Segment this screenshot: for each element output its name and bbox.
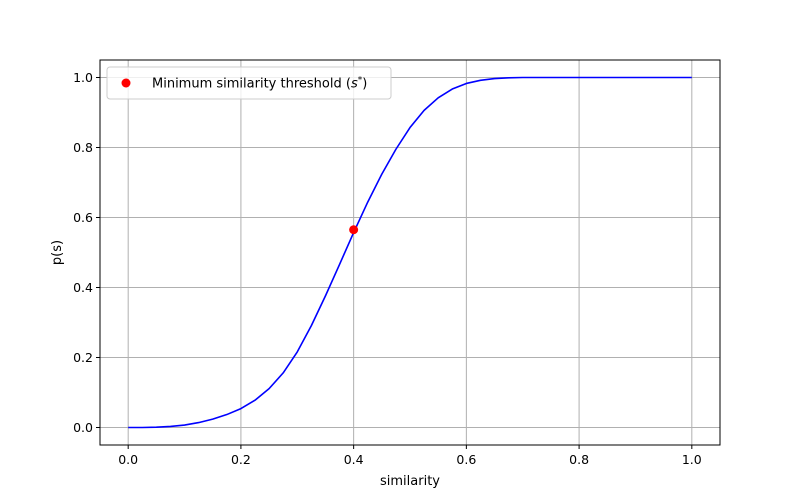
y-tick-label: 0.4 <box>73 280 93 295</box>
y-tick-label: 0.6 <box>73 210 93 225</box>
sigmoid-curve <box>128 76 692 429</box>
x-tick-label: 0.0 <box>118 452 138 467</box>
legend-box <box>106 66 392 100</box>
legend-label-superscript: * <box>358 76 363 86</box>
y-tick-label: 0.8 <box>73 140 93 155</box>
axes-frame <box>99 59 721 446</box>
x-tick-label: 1.0 <box>682 452 702 467</box>
x-tick-label: 0.2 <box>231 452 251 467</box>
legend-label-variable: s <box>351 77 358 92</box>
legend: Minimum similarity threshold (s*) <box>106 66 392 100</box>
y-tick-label: 0.2 <box>73 350 93 365</box>
y-axis-label: p(s) <box>50 240 65 265</box>
grid <box>100 60 720 445</box>
legend-marker <box>121 78 131 88</box>
x-tick-label: 0.6 <box>456 452 476 467</box>
legend-label: Minimum similarity threshold (s*) <box>152 76 367 92</box>
y-tick-label: 1.0 <box>73 70 93 85</box>
x-tick-label: 0.8 <box>569 452 589 467</box>
threshold-point <box>349 225 359 235</box>
ticks: 0.0 0.2 0.4 0.6 0.8 1.0 0.0 0.2 0.4 0.6 0.8 1.0 <box>73 70 702 467</box>
y-tick-label: 0.0 <box>73 420 93 435</box>
series-layer <box>128 76 692 429</box>
x-axis-label: similarity <box>380 474 440 489</box>
legend-label-close: ) <box>362 77 367 92</box>
x-tick-label: 0.4 <box>344 452 364 467</box>
legend-label-main: Minimum similarity threshold ( <box>152 77 351 92</box>
